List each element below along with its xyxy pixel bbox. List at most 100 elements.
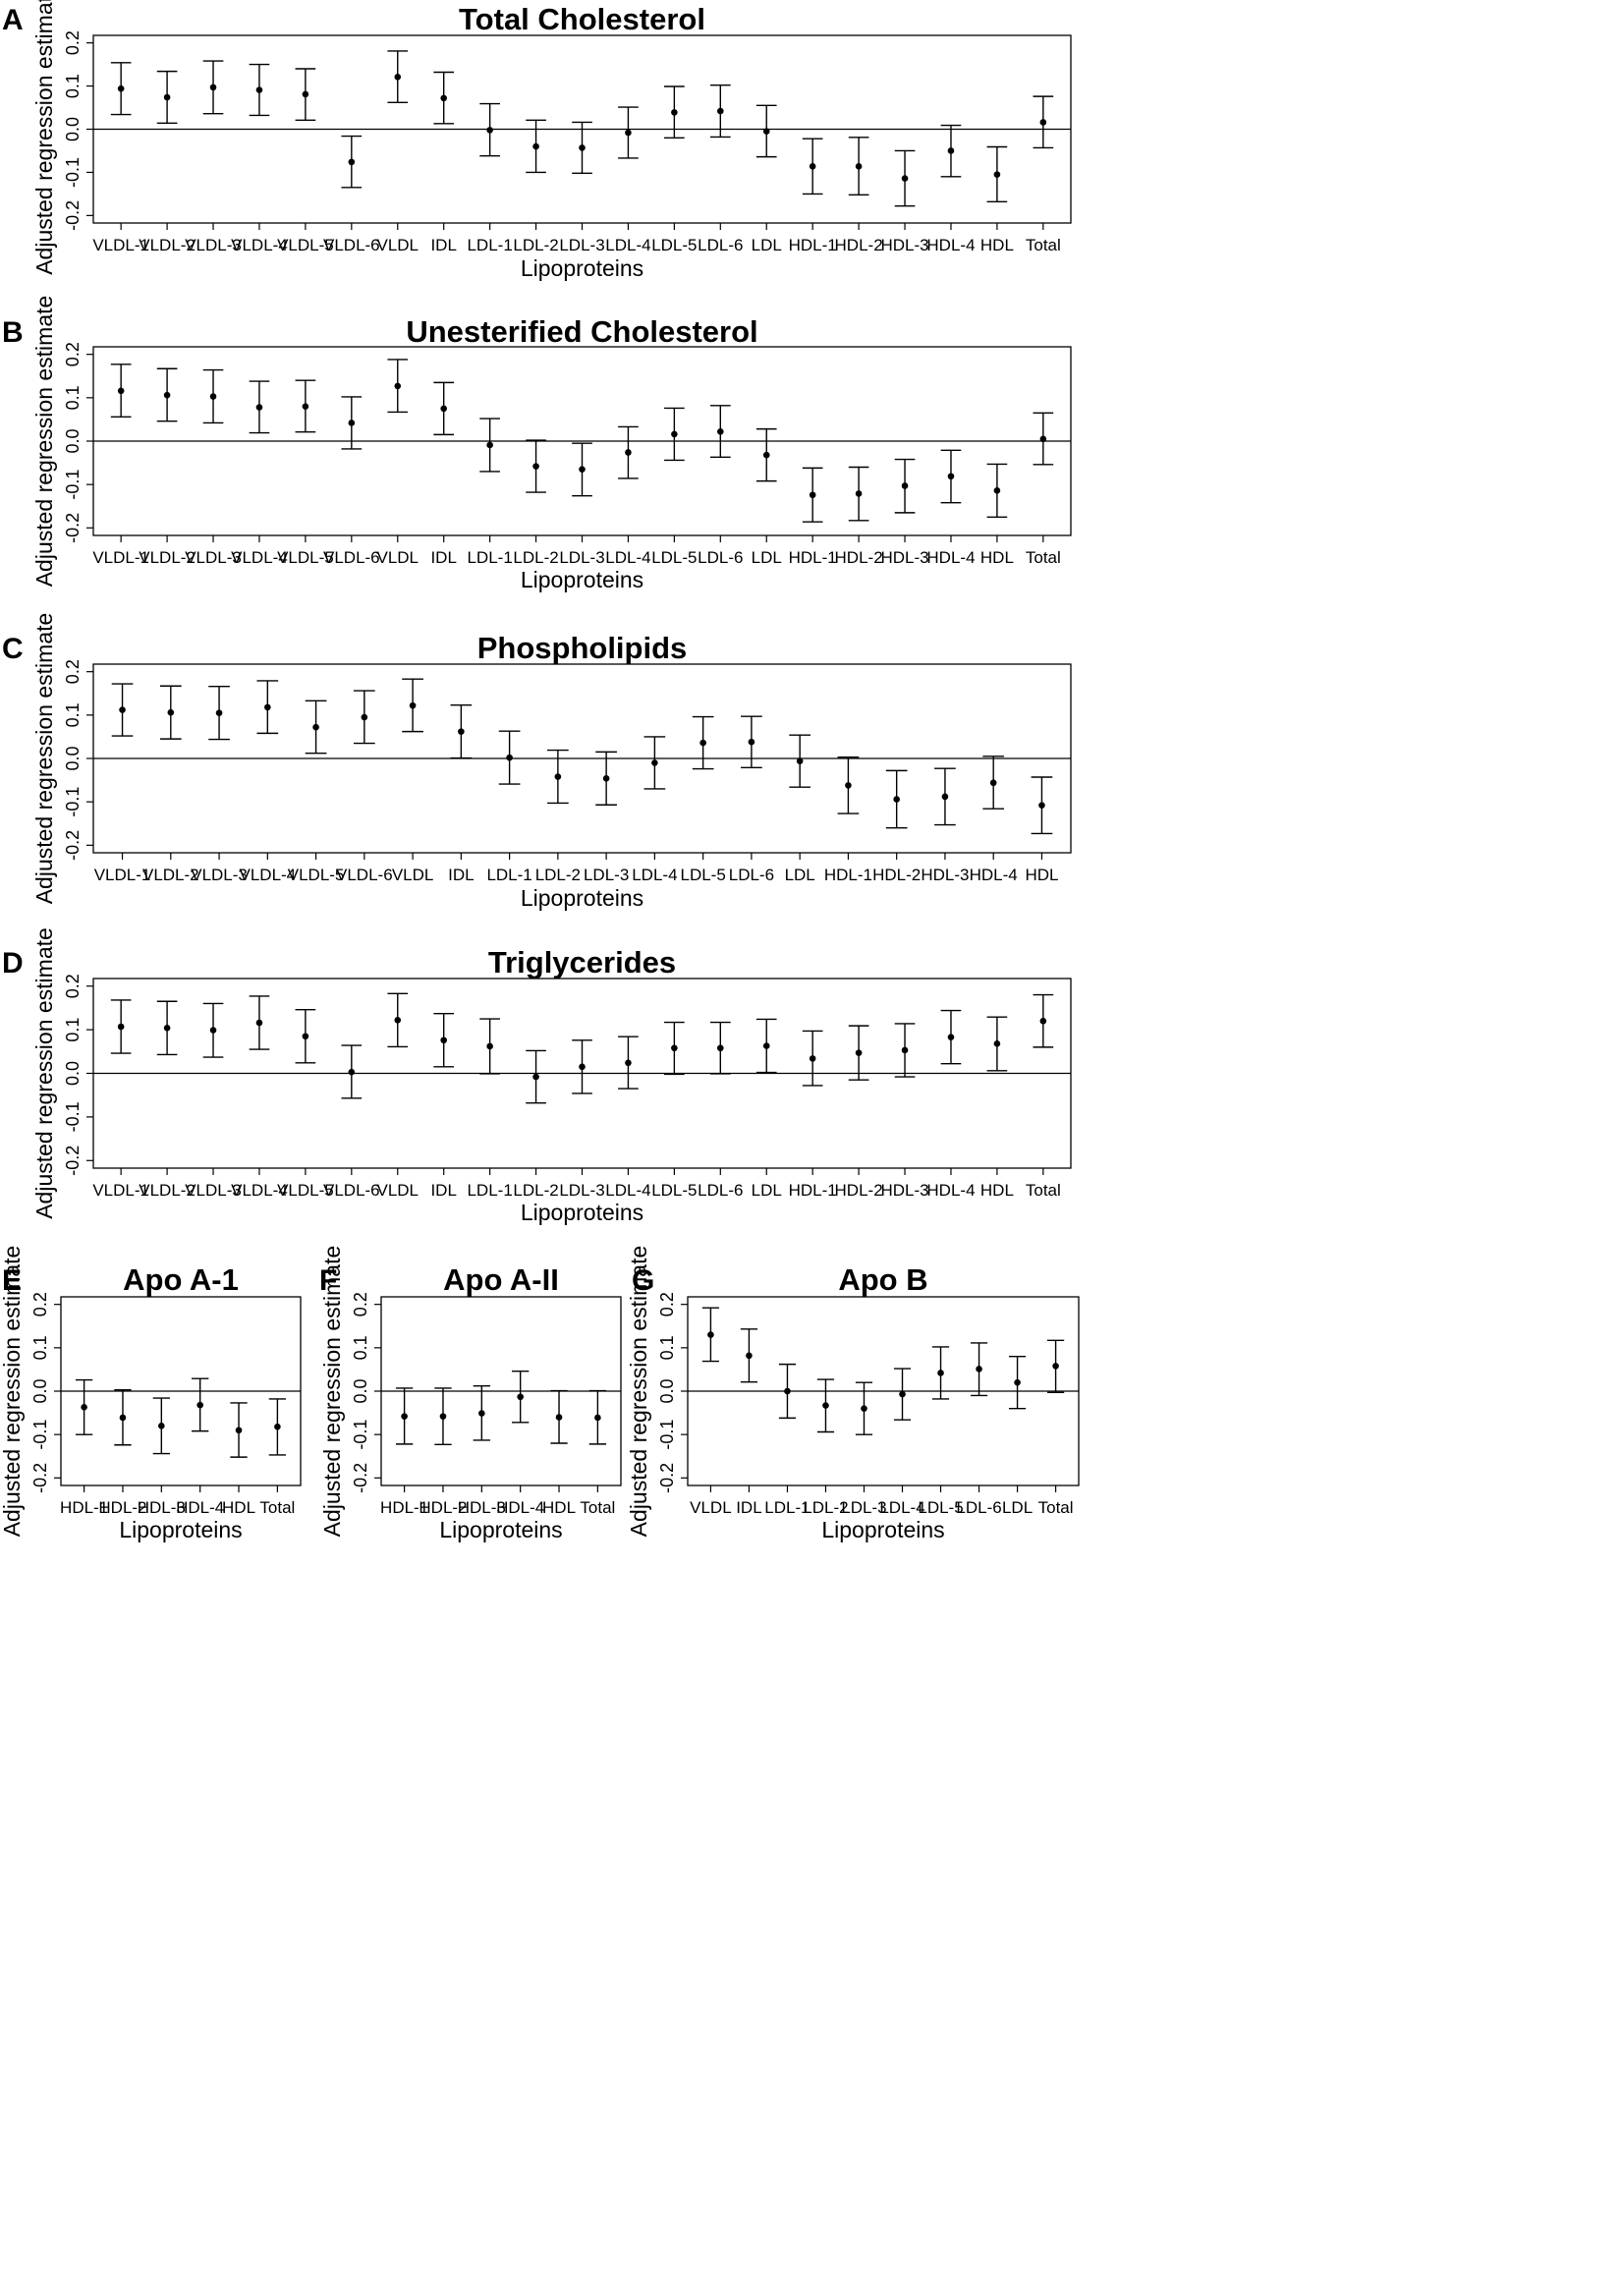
panel-b: B Unesterified Cholesterol -0.2 -0.1 0.0 0.1 0…: [2, 296, 1072, 592]
panel-a-y-tick-label: 0.0: [63, 117, 83, 141]
panel-b-point-hdl-1: [809, 491, 816, 499]
panel-d-point-vldl-6: [348, 1068, 356, 1076]
panel-d-y-tick-label: -0.2: [63, 1146, 83, 1176]
panel-b-point-ldl-3: [579, 466, 586, 474]
panel-a-point-vldl-1: [117, 84, 125, 92]
panel-c-y-axis-label: Adjusted regression estimate: [31, 613, 57, 905]
panel-f-point-total: [594, 1414, 601, 1422]
panel-g-point-ldl-1: [784, 1387, 791, 1395]
panel-g-point-ldl: [1014, 1378, 1021, 1386]
panel-c-x-tick-label: LDL-2: [535, 866, 581, 884]
panel-c-point-hdl: [1038, 802, 1045, 809]
panel-f-x-axis-label: Lipoproteins: [439, 1517, 562, 1542]
panel-b-x-tick-label: HDL-1: [789, 548, 837, 567]
panel-e-point-hdl-3: [158, 1423, 165, 1429]
panel-d-point-hdl-4: [947, 1034, 955, 1040]
panel-c-letter: C: [2, 633, 24, 665]
panel-b-point-hdl-4: [947, 473, 955, 480]
panel-a-point-hdl-2: [855, 162, 863, 170]
panel-f: F Apo A-II -0.2 -0.1 0.0 0.1 0.2 Adjusted regre…: [319, 1246, 622, 1542]
panel-c-x-tick-label: HDL-3: [921, 866, 969, 884]
panel-c-x-tick-label: LDL-4: [632, 866, 677, 884]
panel-b-point-hdl-2: [855, 490, 863, 497]
panel-d-x-tick-label: LDL-3: [559, 1181, 604, 1200]
panel-b-x-tick-label: LDL-6: [698, 548, 743, 567]
panel-c-x-tick-label: VLDL-6: [336, 866, 393, 884]
panel-a-x-tick-label: HDL-3: [880, 236, 928, 254]
panel-g-y-tick-label: 0.2: [657, 1292, 677, 1316]
panel-c-y-tick-label: -0.1: [63, 787, 83, 817]
panel-g-point-ldl-3: [861, 1405, 867, 1412]
panel-e-x-axis-label: Lipoproteins: [119, 1517, 242, 1542]
panel-c-point-hdl-4: [989, 779, 997, 787]
panel-b-y-axis-label: Adjusted regression estimate: [31, 296, 57, 588]
panel-g-point-ldl-2: [822, 1402, 829, 1409]
panel-d-point-vldl-3: [209, 1027, 217, 1034]
panel-g-x-axis-label: Lipoproteins: [821, 1517, 944, 1542]
panel-c-point-ldl-6: [748, 738, 755, 746]
panel-b-point-vldl-2: [163, 391, 171, 399]
panel-g-title: Apo B: [838, 1262, 927, 1297]
panel-b-point-ldl: [762, 451, 770, 459]
panel-d-y-tick-label: -0.1: [63, 1101, 83, 1132]
panel-f-point-hdl-1: [401, 1413, 408, 1420]
panel-b-point-ldl-4: [625, 449, 632, 456]
panel-e-point-hdl-4: [196, 1401, 203, 1409]
panel-c-x-tick-label: VLDL-3: [191, 866, 248, 884]
panel-f-point-hdl-3: [478, 1410, 485, 1417]
panel-a-point-vldl-2: [163, 93, 171, 101]
panel-b-point-ldl-1: [486, 441, 493, 449]
panel-d-point-vldl-5: [302, 1033, 309, 1040]
panel-a-y-tick-label: -0.1: [63, 157, 83, 188]
panel-g-letter: G: [632, 1264, 654, 1297]
panel-a-x-tick-label: VLDL-3: [185, 236, 242, 254]
panel-d-y-tick-label: 0.0: [63, 1061, 83, 1086]
panel-b-y-tick-label: 0.2: [63, 342, 83, 366]
panel-g-point-vldl: [707, 1331, 714, 1338]
panel-c-point-idl: [458, 728, 465, 735]
panel-d-x-tick-label: HDL-3: [880, 1181, 928, 1200]
panel-b-x-axis-label: Lipoproteins: [521, 567, 643, 592]
panel-d-point-ldl-5: [671, 1044, 678, 1052]
panel-b-y-tick-label: -0.2: [63, 513, 83, 543]
panel-a-x-tick-label: VLDL-6: [323, 236, 380, 254]
panel-g-x-tick-label: Total: [1038, 1498, 1074, 1517]
panel-b-x-tick-label: LDL-4: [605, 548, 650, 567]
panel-a-y-tick-label: -0.2: [63, 200, 83, 231]
panel-f-point-hdl-4: [517, 1393, 524, 1401]
panel-e-y-tick-label: 0.0: [30, 1378, 50, 1403]
panel-b-point-idl: [440, 405, 447, 413]
panel-e-x-tick-label: Total: [259, 1498, 295, 1517]
panel-d-point-vldl-1: [117, 1023, 125, 1031]
panel-c-y-tick-label: 0.2: [63, 659, 83, 684]
panel-d-x-tick-label: IDL: [430, 1181, 456, 1200]
panel-d-x-tick-label: HDL-4: [926, 1181, 975, 1200]
panel-a-x-tick-label: Total: [1026, 236, 1061, 254]
panel-a-point-ldl-4: [625, 129, 632, 137]
panel-d-point-vldl: [394, 1017, 402, 1024]
panel-c-y-tick-label: -0.2: [63, 830, 83, 861]
panel-g-point-ldl-4: [899, 1390, 906, 1398]
panel-b-x-tick-label: LDL-2: [513, 548, 558, 567]
panel-b-y-tick-label: -0.1: [63, 470, 83, 500]
panel-d: D Triglycerides -0.2 -0.1 0.0 0.1 0.2 Adjusted …: [2, 927, 1072, 1225]
panel-c-x-tick-label: HDL: [1025, 866, 1058, 884]
panel-g-x-tick-label: LDL-3: [841, 1498, 886, 1517]
panel-a-x-tick-label: HDL-1: [789, 236, 837, 254]
panel-d-point-hdl: [993, 1040, 1001, 1047]
panel-e-point-total: [274, 1423, 281, 1430]
panel-d-point-ldl-4: [625, 1059, 632, 1067]
panel-b-x-tick-label: VLDL-1: [92, 548, 149, 567]
panel-b-point-hdl-3: [901, 482, 909, 489]
panel-a-point-vldl-6: [348, 158, 356, 166]
panel-c-point-vldl: [409, 701, 417, 709]
panel-d-x-tick-label: VLDL: [376, 1181, 419, 1200]
panel-g-x-tick-label: LDL: [1002, 1498, 1033, 1517]
panel-e-point-hdl-2: [119, 1414, 127, 1422]
panel-f-title: Apo A-II: [443, 1262, 559, 1297]
panel-b-point-vldl-5: [302, 403, 309, 410]
panel-d-x-tick-label: VLDL-1: [92, 1181, 149, 1200]
panel-g-y-tick-label: -0.2: [657, 1463, 677, 1493]
panel-d-x-tick-label: LDL-1: [467, 1181, 512, 1200]
panel-d-point-idl: [440, 1036, 447, 1044]
